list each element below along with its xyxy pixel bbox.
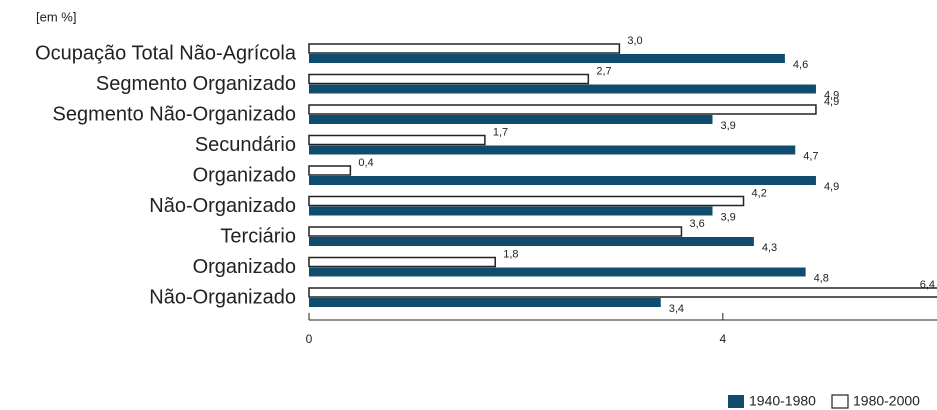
value-label: 4,2	[752, 187, 767, 199]
category-label: Organizado	[193, 164, 296, 186]
value-label: 4,7	[803, 150, 818, 162]
bar	[308, 195, 745, 207]
category-label: Não-Organizado	[149, 195, 296, 217]
bar	[308, 73, 590, 85]
bar	[309, 145, 796, 155]
value-label: 6,4	[920, 279, 935, 291]
value-label: 4,9	[824, 181, 839, 193]
bar	[308, 134, 486, 146]
bar	[308, 226, 683, 237]
bar	[308, 43, 621, 54]
bar	[308, 287, 937, 298]
unit-label: [em %]	[36, 9, 76, 24]
category-label: Terciário	[220, 225, 296, 247]
bar	[309, 267, 806, 277]
value-label: 2,7	[596, 65, 611, 77]
value-label: 1,7	[493, 126, 508, 138]
value-label: 3,0	[627, 35, 642, 47]
category-label: Segmento Não-Organizado	[53, 103, 296, 125]
bar	[308, 165, 352, 176]
value-label: 4,8	[814, 272, 829, 284]
value-label: 1,8	[503, 248, 518, 260]
legend-swatch	[728, 395, 744, 408]
category-label: Não-Organizado	[149, 286, 296, 308]
bar	[309, 176, 816, 185]
value-label: 4,3	[762, 242, 777, 254]
value-label: 4,9	[824, 89, 839, 101]
x-tick-label: 4	[719, 332, 726, 346]
bar	[309, 54, 785, 63]
legend-label: 1980-2000	[853, 393, 920, 409]
bar	[309, 115, 713, 124]
value-label: 3,4	[669, 303, 684, 315]
plot-area	[308, 43, 937, 307]
bar	[309, 206, 713, 216]
x-tick-label: 0	[306, 332, 313, 346]
bar	[309, 84, 816, 94]
category-label: Secundário	[195, 134, 296, 156]
bar	[309, 237, 754, 246]
bar	[309, 298, 661, 307]
legend-label: 1940-1980	[749, 393, 816, 409]
value-label: 3,9	[720, 211, 735, 223]
bar	[308, 256, 496, 268]
category-label: Ocupação Total Não-Agrícola	[35, 42, 297, 64]
category-label: Segmento Organizado	[96, 73, 296, 95]
value-label: 4,6	[793, 59, 808, 71]
category-label: Organizado	[193, 256, 296, 278]
value-label: 3,9	[720, 120, 735, 132]
value-label: 0,4	[358, 157, 373, 169]
value-label: 3,6	[689, 218, 704, 230]
bar	[308, 104, 817, 115]
value-label: 4,9	[824, 96, 839, 108]
legend-swatch	[831, 394, 849, 409]
